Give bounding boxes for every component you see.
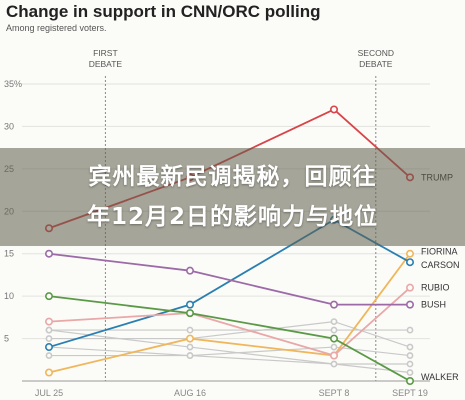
debate-annotation-label: DEBATE — [359, 59, 393, 69]
series-line-walker — [48, 295, 411, 382]
y-tick-label: 5 — [4, 334, 9, 344]
data-point-other-candidate — [330, 343, 338, 351]
data-point-bush — [44, 249, 53, 258]
overlay-text-line-2: 年12月2日的影响力与地位 — [86, 204, 378, 230]
series-label-rubio: RUBIO — [421, 283, 450, 293]
data-point-other-candidate — [406, 352, 414, 359]
debate-annotation-label: DEBATE — [89, 59, 123, 69]
data-point-other-candidate — [186, 326, 194, 334]
data-point-carson — [186, 300, 195, 309]
data-point-other-candidate — [406, 369, 414, 376]
chart-subtitle: Among registered voters. — [6, 23, 107, 33]
y-tick-label: 30 — [4, 121, 14, 131]
data-point-rubio — [329, 351, 338, 360]
data-point-bush — [186, 266, 195, 275]
data-point-walker — [329, 334, 338, 343]
data-point-other-candidate — [45, 335, 53, 342]
data-point-other-candidate — [406, 326, 414, 334]
data-point-other-candidate — [406, 360, 414, 368]
data-point-other-candidate — [45, 352, 53, 359]
overlay-text-line-1: 宾州最新民调揭秘，回顾往 — [88, 164, 377, 190]
y-tick-label: 15 — [4, 249, 14, 259]
data-point-other-candidate — [186, 352, 194, 359]
debate-annotation-label: FIRST — [93, 48, 118, 58]
series-line-fiorina — [48, 253, 411, 374]
debate-annotation-label: SECOND — [358, 48, 394, 58]
data-point-carson — [44, 343, 53, 352]
x-tick-label: SEPT 19 — [392, 388, 428, 398]
x-tick-label: SEPT 8 — [319, 388, 350, 398]
series-line-other-candidate — [48, 346, 411, 357]
data-point-rubio — [405, 283, 414, 292]
data-point-bush — [329, 300, 338, 309]
data-point-other-candidate — [186, 343, 194, 351]
series-label-bush: BUSH — [421, 300, 446, 310]
data-point-trump — [329, 105, 338, 114]
data-point-other-candidate — [330, 360, 338, 368]
y-tick-label: 35% — [4, 79, 22, 89]
series-label-fiorina: FIORINA — [421, 247, 458, 257]
series-line-bush — [48, 252, 410, 306]
data-point-fiorina — [186, 334, 195, 343]
data-point-other-candidate — [45, 326, 53, 334]
data-point-walker — [44, 292, 53, 301]
data-point-walker — [186, 309, 195, 318]
data-point-walker — [405, 376, 414, 385]
x-tick-label: JUL 25 — [35, 388, 63, 398]
overlay-banner — [0, 148, 465, 246]
data-point-fiorina — [405, 249, 414, 258]
data-point-fiorina — [44, 368, 53, 377]
data-point-other-candidate — [406, 343, 414, 351]
series-label-walker: WALKER — [421, 372, 459, 382]
data-point-other-candidate — [330, 318, 338, 325]
x-tick-label: AUG 16 — [174, 388, 206, 398]
y-tick-label: 10 — [4, 291, 14, 301]
data-point-carson — [405, 258, 414, 267]
data-point-other-candidate — [330, 326, 338, 334]
series-line-other-candidate — [48, 329, 410, 365]
data-point-bush — [405, 300, 414, 309]
chart-title: Change in support in CNN/ORC polling — [6, 2, 321, 21]
data-point-rubio — [44, 317, 53, 326]
series-line-rubio — [48, 286, 411, 357]
series-label-carson: CARSON — [421, 260, 460, 270]
